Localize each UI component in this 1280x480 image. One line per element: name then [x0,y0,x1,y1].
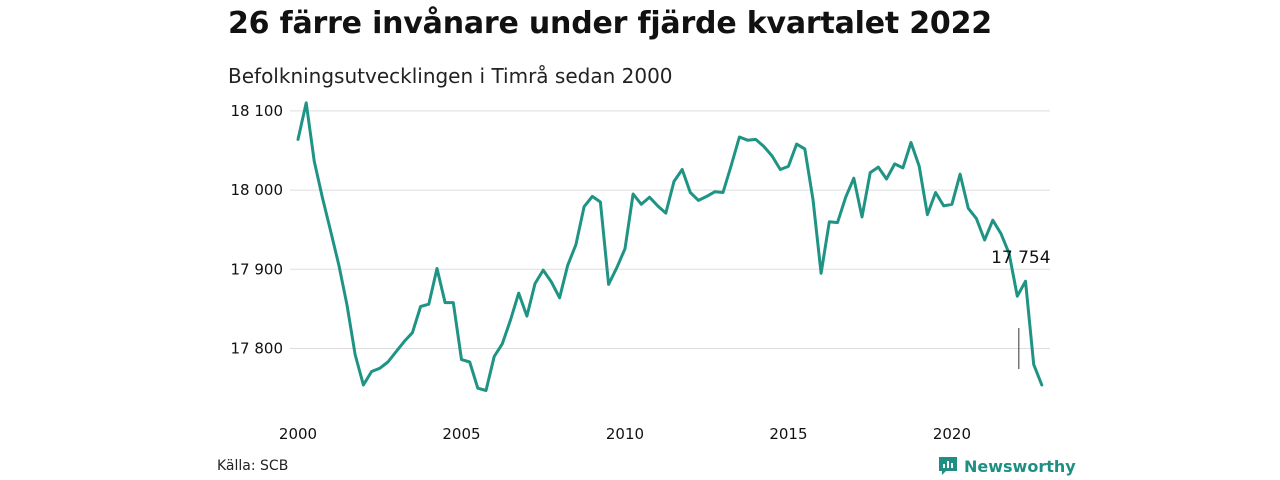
x-axis: 2000 2005 2010 2015 2020 [279,425,971,443]
x-tick-label: 2010 [606,425,644,443]
x-tick-label: 2005 [442,425,480,443]
brand-name: Newsworthy [964,456,1076,476]
annotation-label: 17 754 [991,248,1050,268]
gridlines [290,110,1050,350]
series-line [296,101,1044,392]
y-tick-label: 18 000 [231,181,284,199]
chart-title: 26 färre invånare under fjärde kvartalet… [228,6,992,41]
x-tick-label: 2015 [769,425,807,443]
chart-subtitle: Befolkningsutvecklingen i Timrå sedan 20… [228,64,673,88]
x-tick-label: 2020 [933,425,971,443]
y-tick-label: 17 900 [231,260,284,278]
y-tick-label: 17 800 [231,340,284,358]
x-tick-label: 2000 [279,425,317,443]
source-note: Källa: SCB [217,458,289,474]
brand-logo: Newsworthy [938,456,1076,476]
newsworthy-logo-icon [939,457,957,475]
y-axis: 17 800 17 900 18 000 18 100 [231,102,284,358]
y-tick-label: 18 100 [231,102,284,120]
